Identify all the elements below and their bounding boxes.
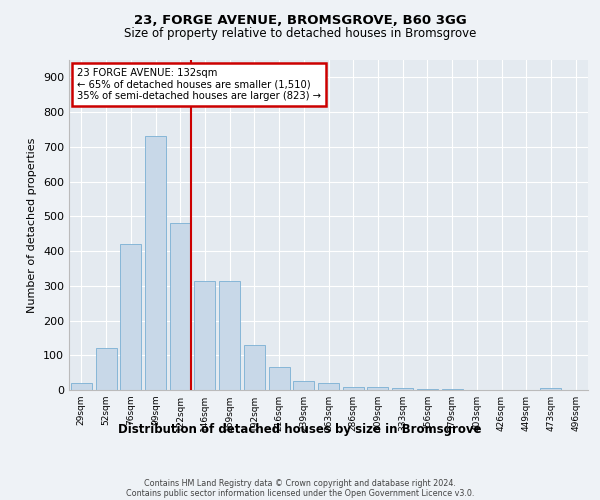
Text: Contains public sector information licensed under the Open Government Licence v3: Contains public sector information licen… xyxy=(126,489,474,498)
Bar xyxy=(417,389,438,390)
Bar xyxy=(541,388,562,390)
Y-axis label: Number of detached properties: Number of detached properties xyxy=(28,138,37,312)
Bar xyxy=(367,387,388,390)
Bar xyxy=(219,280,240,390)
Text: Size of property relative to detached houses in Bromsgrove: Size of property relative to detached ho… xyxy=(124,28,476,40)
Bar xyxy=(318,383,339,390)
Text: 23, FORGE AVENUE, BROMSGROVE, B60 3GG: 23, FORGE AVENUE, BROMSGROVE, B60 3GG xyxy=(134,14,466,27)
Bar xyxy=(170,224,191,390)
Bar xyxy=(343,386,364,390)
Text: 23 FORGE AVENUE: 132sqm
← 65% of detached houses are smaller (1,510)
35% of semi: 23 FORGE AVENUE: 132sqm ← 65% of detache… xyxy=(77,68,321,102)
Bar xyxy=(71,383,92,390)
Bar xyxy=(145,136,166,390)
Bar xyxy=(392,388,413,390)
Bar xyxy=(95,348,116,390)
Text: Contains HM Land Registry data © Crown copyright and database right 2024.: Contains HM Land Registry data © Crown c… xyxy=(144,479,456,488)
Bar xyxy=(293,382,314,390)
Bar xyxy=(269,368,290,390)
Bar xyxy=(120,244,141,390)
Bar xyxy=(194,280,215,390)
Text: Distribution of detached houses by size in Bromsgrove: Distribution of detached houses by size … xyxy=(118,422,482,436)
Bar xyxy=(244,345,265,390)
